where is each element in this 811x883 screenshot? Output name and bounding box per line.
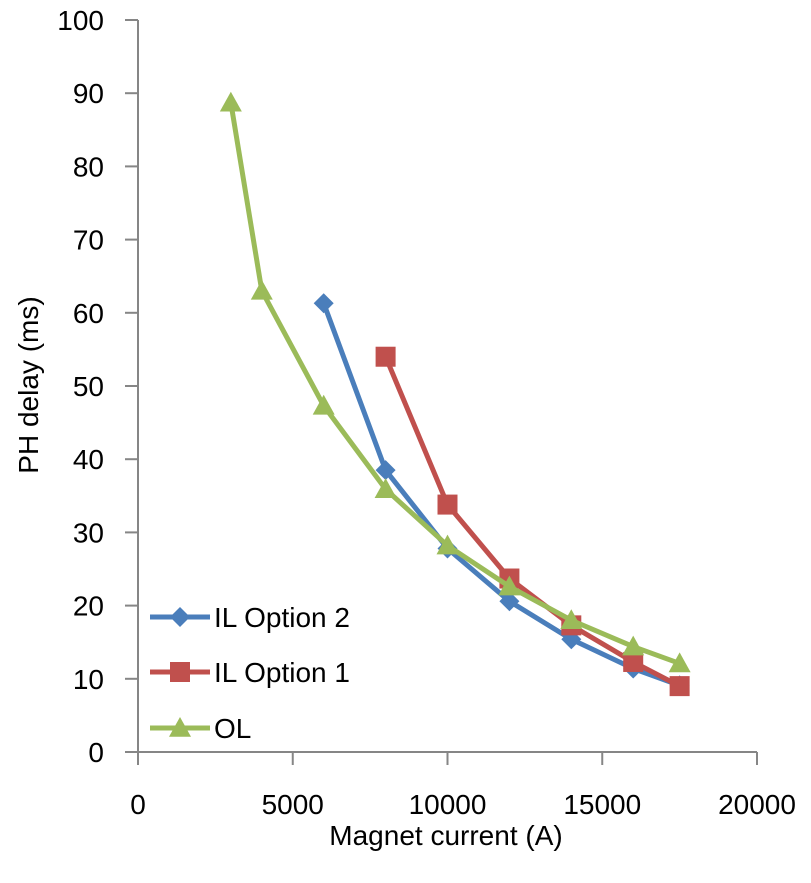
legend-entry: OL: [150, 713, 251, 744]
y-axis-title: PH delay (ms): [13, 296, 44, 473]
data-point: [560, 609, 583, 630]
y-tick-label: 60: [73, 298, 104, 329]
data-point: [437, 494, 458, 515]
data-point: [436, 534, 459, 555]
data-point: [312, 394, 335, 415]
y-tick-label: 40: [73, 444, 104, 475]
legend-entry: IL Option 2: [150, 602, 350, 633]
legend-marker: [170, 662, 190, 682]
data-point: [668, 652, 691, 673]
series-line: [228, 102, 681, 666]
legend: IL Option 2 IL Option 1 OL: [150, 602, 350, 744]
data-point: [498, 575, 521, 596]
data-point: [499, 591, 520, 612]
data-point: [622, 635, 645, 656]
y-tick-label: 20: [73, 591, 104, 622]
y-tick-label: 100: [57, 5, 104, 36]
series-layer: [219, 91, 691, 697]
x-tick-label: 10000: [409, 789, 487, 820]
y-tick-label: 0: [88, 737, 104, 768]
axes: 0 10 20 30 40 50 60 70 80 90 100 0 5000 10000 15000 200…: [57, 5, 796, 820]
series-diamond: [313, 293, 690, 696]
series-line: [383, 355, 681, 689]
legend-label: IL Option 2: [214, 602, 350, 633]
legend-marker: [170, 607, 190, 627]
series-triangle: [219, 91, 691, 673]
data-point: [375, 460, 396, 481]
y-tick-label: 80: [73, 151, 104, 182]
x-tick-label: 20000: [718, 789, 796, 820]
data-point: [669, 676, 690, 697]
legend-marker: [169, 717, 191, 737]
data-point: [219, 91, 242, 112]
x-axis-title: Magnet current (A): [329, 820, 562, 851]
data-point: [623, 651, 644, 672]
y-tick-label: 50: [73, 371, 104, 402]
data-point: [250, 279, 273, 300]
y-tick-label: 10: [73, 664, 104, 695]
legend-entry: IL Option 1: [150, 657, 350, 688]
data-point: [313, 293, 334, 314]
y-tick-label: 30: [73, 517, 104, 548]
data-point: [375, 346, 396, 367]
y-tick-label: 90: [73, 78, 104, 109]
legend-label: IL Option 1: [214, 657, 350, 688]
data-point: [374, 478, 397, 499]
x-tick-label: 15000: [563, 789, 641, 820]
y-tick-label: 70: [73, 225, 104, 256]
x-tick-label: 5000: [262, 789, 324, 820]
x-tick-label: 0: [130, 789, 146, 820]
legend-label: OL: [214, 713, 251, 744]
